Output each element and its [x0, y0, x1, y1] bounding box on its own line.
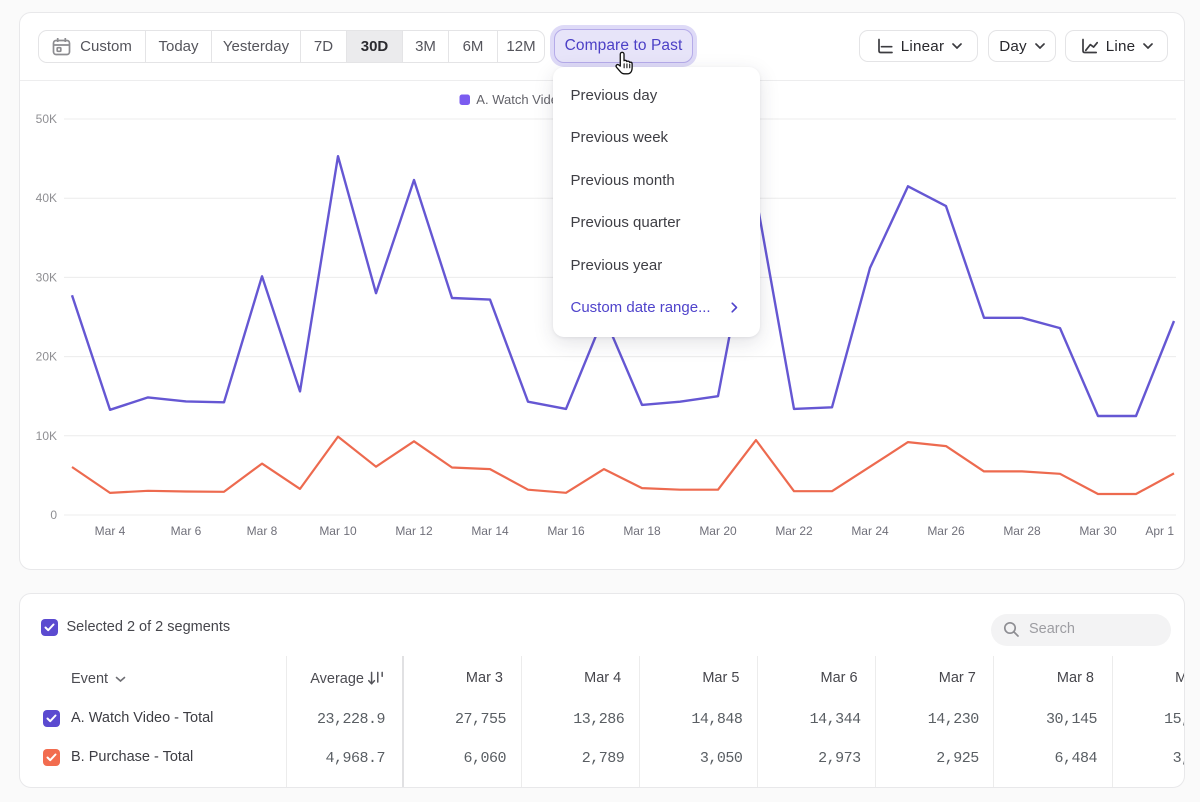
svg-text:Mar 4: Mar 4 — [95, 524, 126, 538]
svg-text:Mar 12: Mar 12 — [395, 524, 433, 538]
svg-text:Mar 28: Mar 28 — [1003, 524, 1041, 538]
svg-text:Mar 20: Mar 20 — [699, 524, 737, 538]
svg-text:Mar 8: Mar 8 — [247, 524, 278, 538]
svg-text:Mar 22: Mar 22 — [775, 524, 813, 538]
svg-text:0: 0 — [50, 508, 57, 522]
svg-text:50K: 50K — [36, 112, 57, 126]
svg-text:Mar 18: Mar 18 — [623, 524, 661, 538]
svg-text:Mar 30: Mar 30 — [1079, 524, 1117, 538]
svg-text:30K: 30K — [36, 270, 57, 284]
svg-text:20K: 20K — [36, 350, 57, 364]
svg-text:Mar 26: Mar 26 — [927, 524, 965, 538]
svg-text:Mar 24: Mar 24 — [851, 524, 889, 538]
svg-text:Mar 16: Mar 16 — [547, 524, 585, 538]
svg-text:10K: 10K — [36, 429, 57, 443]
svg-text:Mar 6: Mar 6 — [171, 524, 202, 538]
svg-text:Mar 10: Mar 10 — [319, 524, 357, 538]
svg-text:Mar 14: Mar 14 — [471, 524, 509, 538]
svg-text:Apr 1: Apr 1 — [1145, 524, 1174, 538]
svg-text:40K: 40K — [36, 191, 57, 205]
